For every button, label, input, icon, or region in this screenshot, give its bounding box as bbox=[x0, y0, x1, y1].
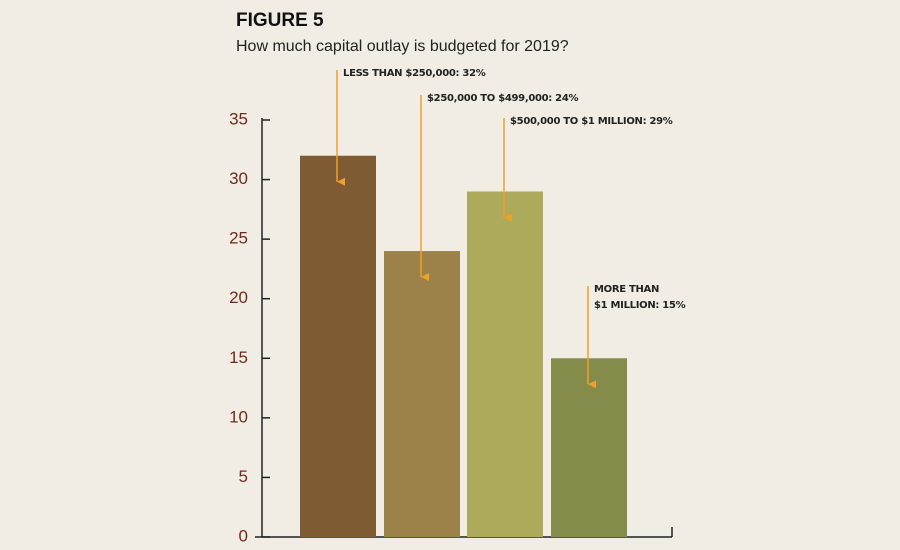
bar bbox=[384, 251, 460, 538]
figure-label: FIGURE 5 bbox=[236, 10, 324, 31]
y-tick-label: 5 bbox=[239, 467, 248, 486]
y-tick-label: 20 bbox=[229, 288, 248, 307]
y-tick-label: 15 bbox=[229, 348, 248, 367]
y-tick-label: 0 bbox=[239, 526, 248, 545]
y-tick-label: 30 bbox=[229, 169, 248, 188]
y-tick-label: 35 bbox=[229, 109, 248, 128]
bar bbox=[467, 191, 543, 537]
chart-title: How much capital outlay is budgeted for … bbox=[236, 38, 569, 55]
bar bbox=[300, 155, 376, 537]
value-label: $500,000 TO $1 MILLION: 29% bbox=[510, 116, 673, 127]
y-tick-label: 25 bbox=[229, 229, 248, 248]
value-label: LESS THAN $250,000: 32% bbox=[343, 68, 486, 79]
value-label-line: $1 MILLION: 15% bbox=[594, 300, 686, 311]
value-label: $250,000 TO $499,000: 24% bbox=[427, 93, 578, 104]
y-tick-label: 10 bbox=[229, 407, 248, 426]
value-label: MORE THAN $1 MILLION: 15% bbox=[594, 284, 686, 311]
bar bbox=[551, 358, 627, 537]
value-label-line: MORE THAN bbox=[594, 284, 659, 295]
